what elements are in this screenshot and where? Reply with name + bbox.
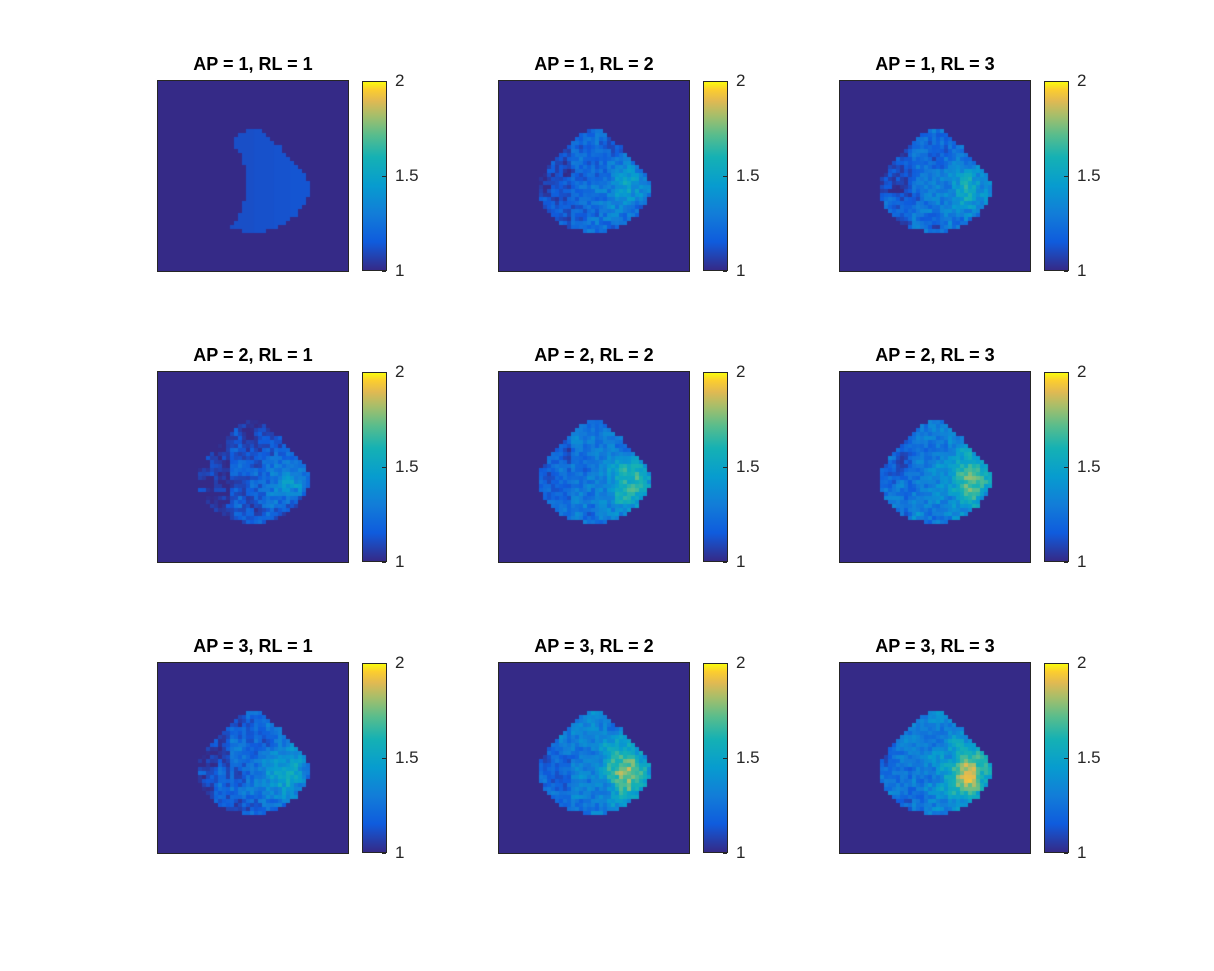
colorbar-tick-label: 1: [395, 843, 405, 862]
colorbar-tick-mark: [1064, 176, 1068, 177]
colorbar-tick-label: 2: [395, 362, 405, 381]
panel-title: AP = 3, RL = 3: [875, 636, 995, 656]
colorbar-tick-mark: [723, 176, 727, 177]
panel-title: AP = 2, RL = 1: [193, 345, 313, 365]
colorbar-tick-label: 2: [1077, 653, 1087, 672]
colorbar-tick-mark: [382, 176, 386, 177]
colorbar-tick-mark: [382, 663, 386, 664]
colorbar-tick-label: 1: [1077, 843, 1087, 862]
colorbar-tick-label: 1.5: [1077, 457, 1101, 476]
colorbar-tick-mark: [723, 663, 727, 664]
colorbar-tick-label: 2: [736, 362, 746, 381]
colorbar-tick-mark: [723, 467, 727, 468]
heatmap-image: [839, 80, 1031, 272]
colorbar-tick-label: 1: [1077, 261, 1087, 280]
colorbar-tick-mark: [723, 758, 727, 759]
colorbar-tick-mark: [382, 271, 386, 272]
panel-title: AP = 2, RL = 2: [534, 345, 654, 365]
colorbar-tick-mark: [382, 853, 386, 854]
colorbar-tick-label: 2: [736, 71, 746, 90]
colorbar-tick-label: 1.5: [395, 166, 419, 185]
panel-title: AP = 1, RL = 1: [193, 54, 313, 74]
colorbar-tick-mark: [723, 372, 727, 373]
colorbar-tick-label: 1.5: [1077, 166, 1101, 185]
panel-title: AP = 1, RL = 2: [534, 54, 654, 74]
colorbar-tick-label: 1: [736, 843, 746, 862]
colorbar-tick-label: 2: [736, 653, 746, 672]
panel-title: AP = 3, RL = 2: [534, 636, 654, 656]
colorbar-tick-mark: [723, 562, 727, 563]
colorbar-tick-label: 1.5: [395, 457, 419, 476]
heatmap-image: [498, 371, 690, 563]
colorbar-tick-label: 2: [395, 653, 405, 672]
colorbar-tick-label: 1.5: [1077, 748, 1101, 767]
colorbar-tick-label: 1: [736, 261, 746, 280]
colorbar-tick-label: 1.5: [736, 166, 760, 185]
colorbar-tick-label: 1: [395, 261, 405, 280]
heatmap-image: [839, 662, 1031, 854]
colorbar-tick-label: 2: [395, 71, 405, 90]
colorbar-tick-label: 1.5: [395, 748, 419, 767]
colorbar-tick-mark: [1064, 562, 1068, 563]
panel-title: AP = 2, RL = 3: [875, 345, 995, 365]
colorbar-tick-mark: [723, 271, 727, 272]
colorbar-tick-mark: [723, 853, 727, 854]
colorbar-tick-mark: [1064, 663, 1068, 664]
colorbar-tick-mark: [382, 372, 386, 373]
colorbar-tick-label: 1: [736, 552, 746, 571]
colorbar-tick-mark: [1064, 271, 1068, 272]
colorbar-tick-mark: [1064, 81, 1068, 82]
colorbar-tick-mark: [382, 81, 386, 82]
colorbar-tick-mark: [382, 758, 386, 759]
colorbar-tick-mark: [1064, 372, 1068, 373]
panel-title: AP = 1, RL = 3: [875, 54, 995, 74]
heatmap-image: [498, 662, 690, 854]
colorbar-tick-mark: [723, 81, 727, 82]
heatmap-image: [157, 371, 349, 563]
colorbar-tick-label: 1.5: [736, 748, 760, 767]
panel-title: AP = 3, RL = 1: [193, 636, 313, 656]
colorbar-tick-mark: [382, 467, 386, 468]
colorbar-tick-label: 2: [1077, 362, 1087, 381]
colorbar-tick-label: 2: [1077, 71, 1087, 90]
heatmap-image: [839, 371, 1031, 563]
colorbar-tick-label: 1: [395, 552, 405, 571]
colorbar-tick-mark: [1064, 467, 1068, 468]
heatmap-image: [157, 80, 349, 272]
colorbar-tick-mark: [1064, 853, 1068, 854]
colorbar-tick-label: 1.5: [736, 457, 760, 476]
colorbar-tick-label: 1: [1077, 552, 1087, 571]
heatmap-image: [157, 662, 349, 854]
colorbar-tick-mark: [1064, 758, 1068, 759]
colorbar-tick-mark: [382, 562, 386, 563]
heatmap-image: [498, 80, 690, 272]
